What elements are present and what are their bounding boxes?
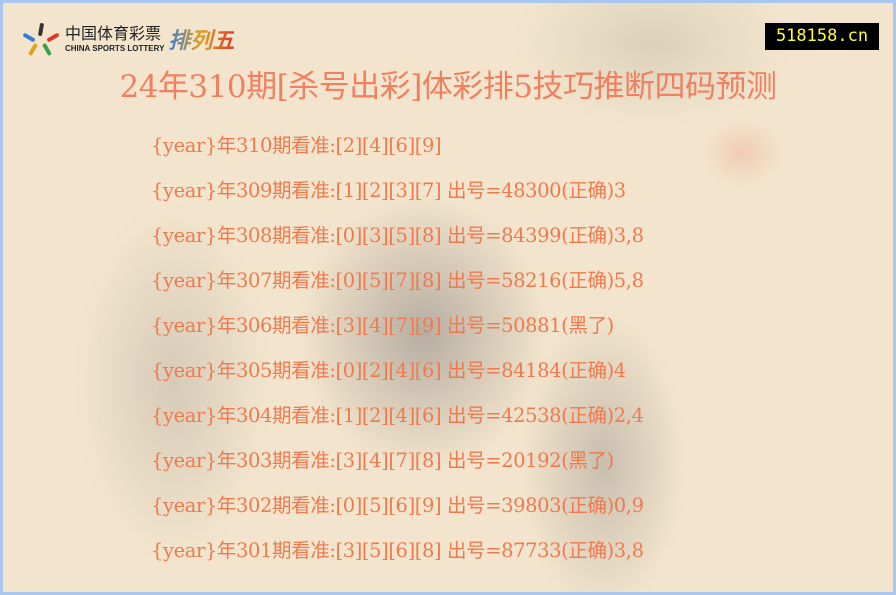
prediction-list: {year}年310期看准:[2][4][6][9] {year}年309期看准… [151,132,644,582]
list-item: {year}年306期看准:[3][4][7][9] 出号=50881(黑了) [151,314,614,337]
list-item: {year}年304期看准:[1][2][4][6] 出号=42538(正确)2… [151,404,644,427]
list-item: {year}年305期看准:[0][2][4][6] 出号=84184(正确)4 [151,359,626,382]
list-item: {year}年309期看准:[1][2][3][7] 出号=48300(正确)3 [151,179,626,202]
list-item: {year}年302期看准:[0][5][6][9] 出号=39803(正确)0… [151,494,644,517]
china-sports-lottery-logo: 中国体育彩票 CHINA SPORTS LOTTERY 排列五 [22,21,234,57]
logo-en-text: CHINA SPORTS LOTTERY [65,43,165,53]
list-item: {year}年310期看准:[2][4][6][9] [151,134,442,157]
logo-game-text: 排列五 [168,23,234,55]
list-item: {year}年301期看准:[3][5][6][8] 出号=87733(正确)3… [151,539,644,562]
site-badge: 518158.cn [765,23,879,50]
list-item: {year}年303期看准:[3][4][7][8] 出号=20192(黑了) [151,449,614,472]
list-item: {year}年307期看准:[0][5][7][8] 出号=58216(正确)5… [151,269,644,292]
list-item: {year}年308期看准:[0][3][5][8] 出号=84399(正确)3… [151,224,644,247]
logo-cn-text: 中国体育彩票 [65,23,162,43]
lottery-star-icon [22,21,60,57]
page-title: 24年310期[杀号出彩]体彩排5技巧推断四码预测 [119,69,777,105]
